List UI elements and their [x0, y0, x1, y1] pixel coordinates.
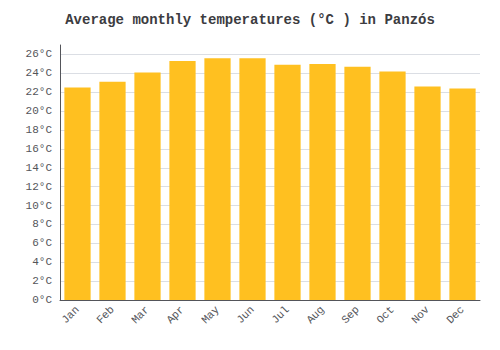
svg-text:Jan: Jan: [59, 304, 81, 326]
svg-text:Average monthly temperatures (: Average monthly temperatures (°C ) in Pa…: [65, 12, 435, 28]
svg-text:Nov: Nov: [409, 303, 432, 326]
svg-text:16°C: 16°C: [26, 143, 53, 155]
svg-text:26°C: 26°C: [26, 48, 53, 60]
svg-text:Jul: Jul: [269, 304, 291, 326]
svg-text:6°C: 6°C: [32, 237, 52, 249]
svg-text:Dec: Dec: [444, 304, 466, 326]
svg-text:10°C: 10°C: [26, 200, 53, 212]
svg-text:18°C: 18°C: [26, 124, 53, 136]
svg-text:Jun: Jun: [234, 304, 256, 326]
svg-text:2°C: 2°C: [32, 275, 52, 287]
svg-text:Oct: Oct: [374, 304, 396, 326]
svg-text:4°C: 4°C: [32, 256, 52, 268]
svg-text:Mar: Mar: [129, 304, 151, 326]
svg-text:Feb: Feb: [94, 304, 116, 326]
svg-text:20°C: 20°C: [26, 105, 53, 117]
svg-text:Sep: Sep: [339, 304, 361, 326]
svg-text:Aug: Aug: [304, 304, 326, 326]
svg-text:12°C: 12°C: [26, 181, 53, 193]
svg-text:22°C: 22°C: [26, 86, 53, 98]
svg-text:Apr: Apr: [164, 304, 186, 326]
svg-text:14°C: 14°C: [26, 162, 53, 174]
svg-text:May: May: [199, 303, 222, 326]
svg-text:24°C: 24°C: [26, 67, 53, 79]
svg-text:0°C: 0°C: [32, 294, 52, 306]
svg-text:8°C: 8°C: [32, 218, 52, 230]
